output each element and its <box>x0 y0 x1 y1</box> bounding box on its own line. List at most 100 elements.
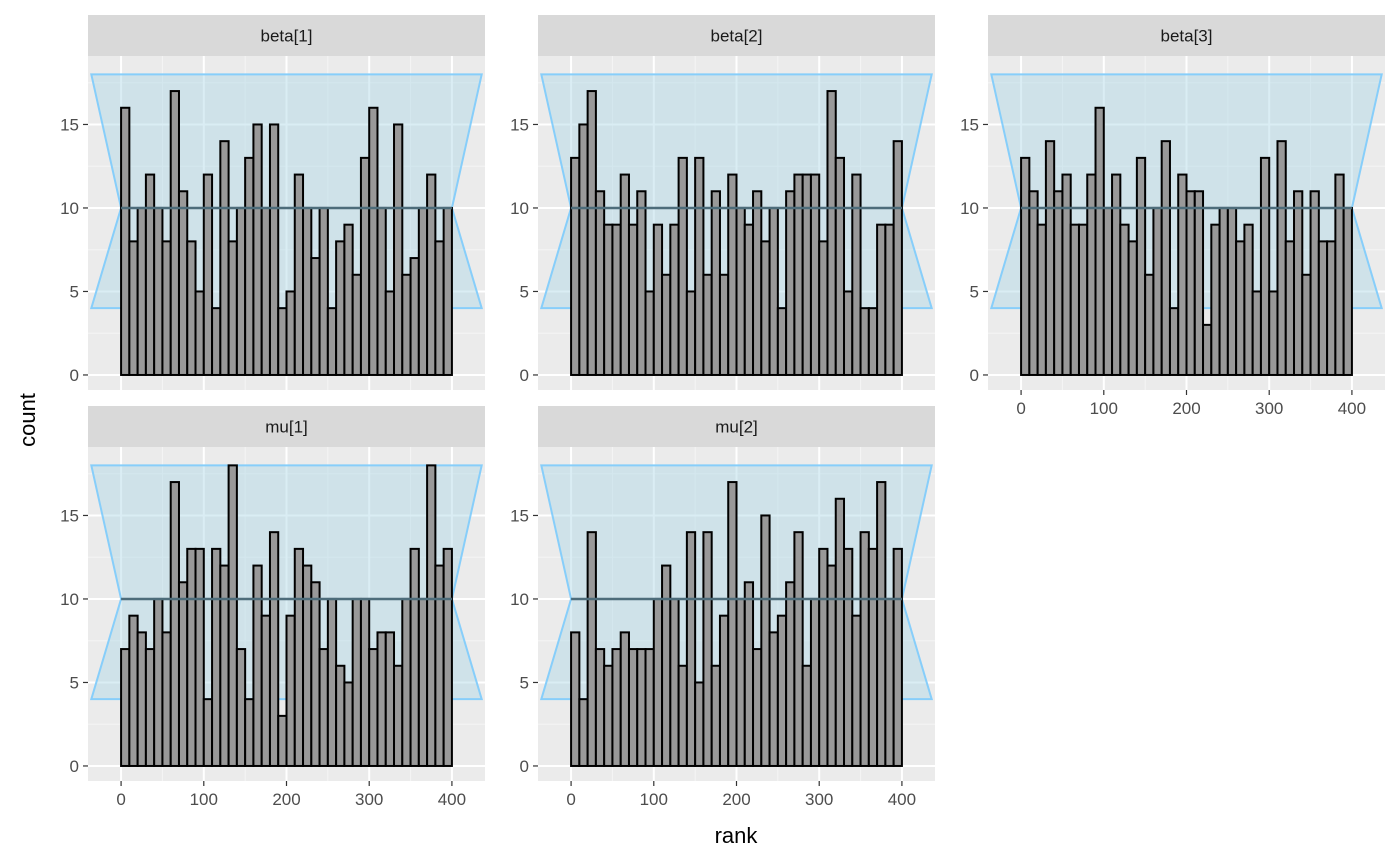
histogram-bar <box>859 531 870 767</box>
histogram-bar <box>260 614 271 767</box>
histogram-bar <box>202 698 214 767</box>
histogram-bar <box>128 614 139 767</box>
histogram-bar <box>318 648 329 767</box>
histogram-bar <box>826 564 837 767</box>
histogram-bar <box>586 531 597 767</box>
x-tick-label: 0 <box>116 790 125 809</box>
histogram-bar <box>768 631 779 767</box>
histogram-bar <box>409 257 420 376</box>
histogram-bar <box>351 273 362 376</box>
histogram-bar <box>293 173 305 376</box>
histogram-bar <box>384 631 396 767</box>
histogram-bar <box>818 240 829 376</box>
histogram-bar <box>186 547 197 767</box>
histogram-bar <box>718 614 730 767</box>
histogram-bar <box>776 614 788 767</box>
histogram-bar <box>1342 206 1353 376</box>
histogram-bar <box>368 648 379 767</box>
histogram-bar <box>1111 173 1122 376</box>
histogram-bar <box>611 223 622 376</box>
histogram-bar <box>1301 273 1312 376</box>
histogram-bar <box>202 173 214 376</box>
histogram-bar <box>227 240 238 376</box>
histogram-bar <box>818 547 829 767</box>
histogram-bar <box>219 564 230 767</box>
histogram-bar <box>702 531 713 767</box>
histogram-bar <box>368 106 379 376</box>
histogram-bar <box>661 564 672 767</box>
x-tick-label: 400 <box>438 790 466 809</box>
histogram-bar <box>409 547 420 767</box>
histogram-bar <box>570 631 581 767</box>
x-tick-label: 300 <box>1255 399 1283 418</box>
histogram-bar <box>252 123 263 376</box>
histogram-bar <box>1284 240 1296 376</box>
y-tick-label: 5 <box>520 282 529 301</box>
histogram-bar <box>669 597 680 767</box>
x-tick-label: 100 <box>190 790 218 809</box>
histogram-bar <box>1102 206 1114 376</box>
histogram-bar <box>627 223 639 376</box>
histogram-bar <box>1210 223 1221 376</box>
histogram-bar <box>285 290 296 376</box>
histogram-bar <box>1036 223 1047 376</box>
histogram-bar <box>1177 173 1188 376</box>
histogram-bar <box>685 290 697 376</box>
x-tick-label: 400 <box>888 790 916 809</box>
y-tick-label: 10 <box>510 199 529 218</box>
histogram-bar <box>867 307 879 376</box>
y-tick-label: 0 <box>520 757 529 776</box>
histogram-bar <box>603 664 614 767</box>
histogram-bar <box>594 190 606 376</box>
histogram-bar <box>153 597 164 767</box>
histogram-bar <box>834 497 846 767</box>
histogram-bar <box>702 273 713 376</box>
histogram-bar <box>1235 240 1246 376</box>
histogram-bar <box>652 597 664 767</box>
histogram-bar <box>1218 206 1229 376</box>
histogram-bar <box>876 481 887 767</box>
histogram-bar <box>302 206 313 376</box>
histogram-bar <box>685 531 697 767</box>
histogram-bar <box>153 206 164 376</box>
x-tick-label: 100 <box>640 790 668 809</box>
facet-panel: beta[1] 0 5 10 15 <box>60 15 485 390</box>
histogram-bar <box>1293 190 1304 376</box>
histogram-bar <box>260 206 271 376</box>
histogram-bar <box>120 106 131 376</box>
histogram-bar <box>227 464 238 767</box>
histogram-bar <box>1168 307 1180 376</box>
x-tick-label: 200 <box>1172 399 1200 418</box>
histogram-bar <box>627 648 639 767</box>
histogram-bar <box>1193 190 1205 376</box>
histogram-bar <box>1326 240 1337 376</box>
histogram-bar <box>277 307 288 376</box>
histogram-bar <box>1061 173 1072 376</box>
histogram-bar <box>752 190 763 376</box>
histogram-bar <box>268 531 280 767</box>
histogram-bar <box>326 597 338 767</box>
histogram-bar <box>343 223 354 376</box>
x-axis-title: rank <box>715 823 759 848</box>
x-tick-label: 300 <box>805 790 833 809</box>
histogram-bar <box>677 664 688 767</box>
histogram-bar <box>244 156 255 376</box>
y-tick-label: 15 <box>510 506 529 525</box>
histogram-bar <box>1334 173 1345 376</box>
histogram-bar <box>393 664 404 767</box>
histogram-bar <box>611 648 622 767</box>
histogram-bar <box>884 223 895 376</box>
y-tick-label: 0 <box>970 366 979 385</box>
facet-panel: mu[2] 0 5 10 15 0 100 200 300 400 <box>510 406 935 809</box>
histogram-bar <box>801 664 812 767</box>
histogram-bar <box>359 597 371 767</box>
histogram-bar <box>144 173 156 376</box>
histogram-bar <box>194 547 205 767</box>
y-tick-label: 10 <box>60 590 79 609</box>
y-tick-label: 0 <box>520 366 529 385</box>
histogram-bar <box>1202 323 1213 376</box>
histogram-bar <box>1226 206 1238 376</box>
histogram-bar <box>834 156 846 376</box>
facet-strip-label: beta[3] <box>1161 27 1213 46</box>
